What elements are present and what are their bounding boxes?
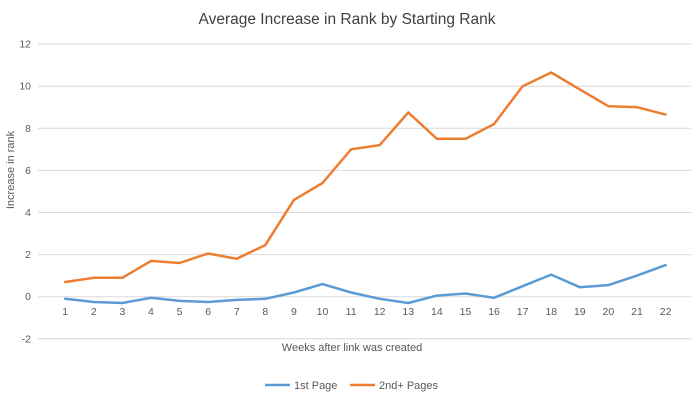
x-tick-label: 2	[91, 306, 97, 318]
x-tick-label: 20	[603, 306, 615, 318]
x-tick-label: 5	[177, 306, 183, 318]
y-tick-label: 4	[25, 207, 31, 219]
y-tick-label: 8	[25, 123, 31, 135]
x-tick-label: 6	[205, 306, 211, 318]
y-axis-tick-labels: 12 10 8 6 4 2 0 -2	[19, 39, 31, 346]
x-axis-title: Weeks after link was created	[282, 342, 422, 354]
x-tick-label: 18	[545, 306, 557, 318]
x-tick-label: 7	[234, 306, 240, 318]
y-tick-label: 0	[25, 291, 31, 303]
legend-label-1st-page: 1st Page	[294, 380, 337, 392]
y-tick-label: 2	[25, 249, 31, 261]
x-tick-label: 4	[148, 306, 154, 318]
x-tick-label: 21	[631, 306, 643, 318]
x-axis-tick-labels: 1 2 3 4 5 6 7 8 9 10 11 12 13 14 15 16 17 18 19 20 21 22	[62, 306, 671, 318]
chart-title: Average Increase in Rank by Starting Ran…	[199, 11, 496, 28]
x-tick-label: 11	[346, 306, 357, 318]
y-tick-label: -2	[22, 333, 31, 345]
legend-label-2nd-pages: 2nd+ Pages	[379, 380, 439, 392]
x-tick-label: 13	[402, 306, 414, 318]
y-axis-title: Increase in rank	[5, 130, 17, 209]
x-tick-label: 10	[317, 306, 329, 318]
y-tick-label: 12	[19, 39, 31, 51]
x-tick-label: 8	[262, 306, 268, 318]
y-tick-label: 6	[25, 165, 31, 177]
x-tick-label: 17	[517, 306, 529, 318]
x-tick-label: 14	[431, 306, 443, 318]
x-tick-label: 1	[62, 306, 68, 318]
series-line-2nd-pages	[63, 71, 667, 284]
series-line-1st-page	[63, 263, 667, 305]
x-tick-label: 12	[374, 306, 386, 318]
x-tick-label: 3	[119, 306, 125, 318]
series-lines	[63, 71, 667, 305]
legend: 1st Page 2nd+ Pages	[265, 380, 439, 392]
x-tick-label: 19	[574, 306, 586, 318]
x-tick-label: 22	[660, 306, 672, 318]
x-tick-label: 15	[460, 306, 472, 318]
x-tick-label: 9	[291, 306, 297, 318]
y-tick-label: 10	[19, 81, 31, 93]
gridlines	[38, 43, 691, 340]
x-tick-label: 16	[488, 306, 500, 318]
